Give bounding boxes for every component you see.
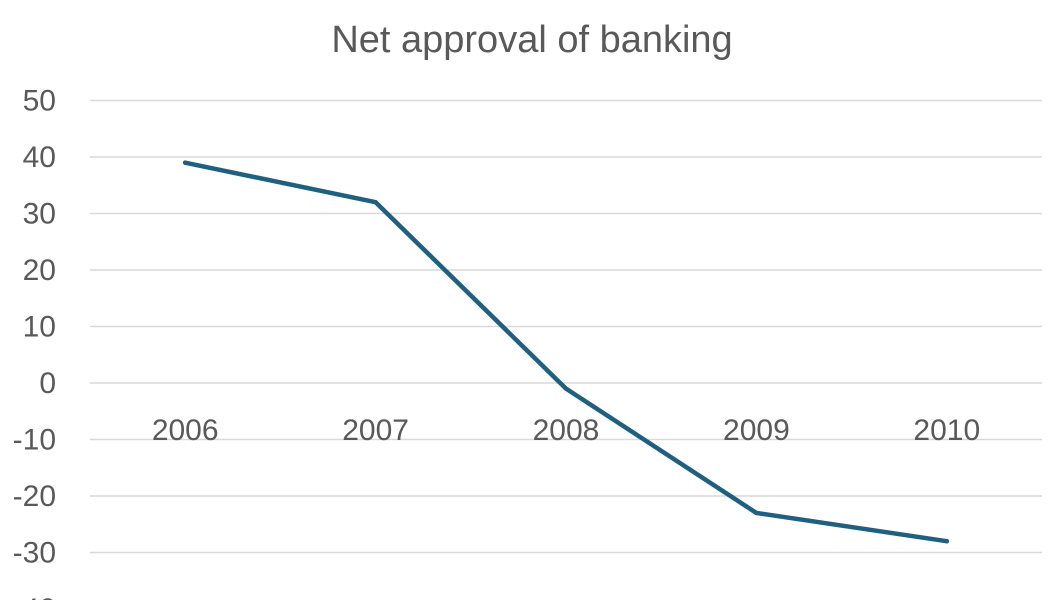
x-axis-tick-labels: 2006 2007 2008 2009 2010 (152, 414, 980, 447)
data-point-2008 (563, 386, 569, 391)
y-tick-label: -40 (13, 593, 56, 600)
y-tick-label: 10 (23, 311, 56, 344)
y-axis-tick-labels: 50 40 30 20 10 0 -10 -20 -30 -40 (13, 85, 56, 600)
y-tick-label: -20 (13, 480, 56, 513)
x-tick-label: 2009 (723, 414, 790, 447)
y-tick-label: -10 (13, 424, 56, 457)
y-tick-label: 20 (23, 254, 56, 287)
data-point-2009 (754, 510, 759, 516)
chart-title: Net approval of banking (331, 19, 732, 61)
series-layer (182, 160, 950, 544)
y-tick-label: 40 (23, 141, 56, 174)
x-tick-label: 2007 (342, 414, 409, 447)
x-tick-label: 2010 (913, 414, 980, 447)
y-tick-label: 0 (39, 367, 56, 400)
gridlines (90, 99, 1042, 554)
x-tick-label: 2006 (152, 414, 219, 447)
data-point-2010 (944, 539, 949, 544)
y-tick-label: 50 (23, 85, 56, 118)
x-tick-label: 2008 (533, 414, 600, 447)
y-tick-label: 30 (23, 198, 56, 231)
y-tick-label: -30 (13, 537, 56, 570)
data-point-2006 (183, 160, 188, 165)
data-point-2007 (373, 200, 378, 205)
series-line (182, 160, 950, 544)
